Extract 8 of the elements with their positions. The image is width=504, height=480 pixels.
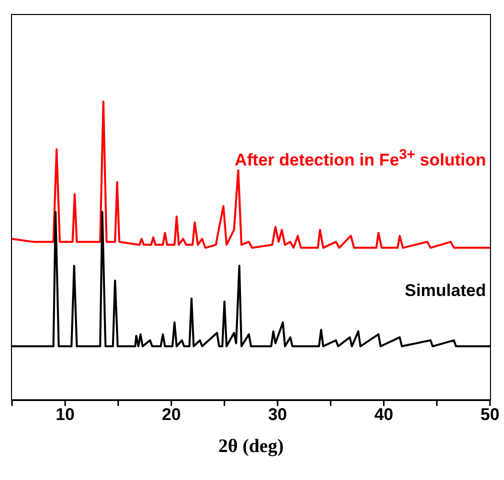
series-label: After detection in Fe$^{3+}$ solution [234, 146, 486, 170]
x-tick-label: 40 [374, 405, 394, 424]
x-tick-label: 20 [162, 405, 181, 424]
x-tick-label: 10 [56, 405, 75, 424]
x-tick-label: 30 [268, 405, 288, 424]
text: Simulated [404, 281, 486, 302]
x-tick-label: 50 [480, 405, 500, 424]
x-axis-title: 2θ (deg) [217, 436, 285, 458]
